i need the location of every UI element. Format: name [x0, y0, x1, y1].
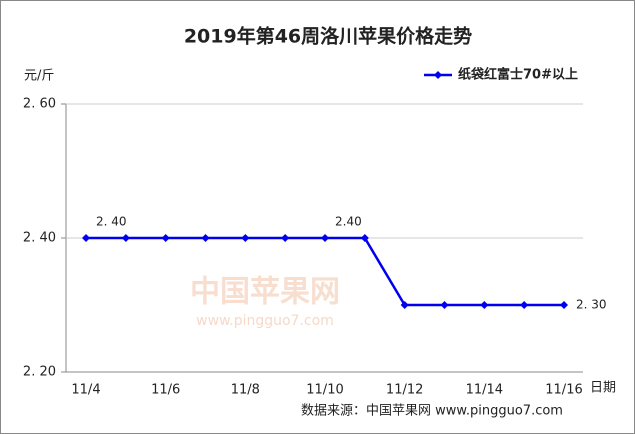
legend-marker	[434, 71, 442, 79]
marker	[201, 234, 210, 242]
marker	[480, 301, 489, 309]
marker	[82, 234, 90, 242]
y-tick-label: 2. 20	[23, 365, 56, 380]
legend-label: 纸袋红富士70#以上	[458, 67, 578, 83]
x-tick-label: 11/16	[545, 383, 582, 398]
data-label: 2. 40	[96, 215, 127, 229]
watermark: www.pingguo7.com	[196, 313, 334, 329]
y-tick-label: 2. 40	[23, 231, 56, 246]
marker	[241, 234, 250, 242]
x-tick-label: 11/4	[71, 383, 100, 398]
marker	[321, 234, 329, 242]
x-tick-label: 11/8	[231, 383, 260, 398]
x-tick-label: 11/6	[151, 383, 180, 398]
data-label: 2.40	[335, 215, 362, 229]
x-label: 日期	[590, 381, 616, 396]
y-label: 元/斤	[24, 69, 54, 84]
marker	[161, 234, 170, 242]
marker	[400, 301, 409, 309]
marker	[360, 234, 369, 242]
data-label: 2. 30	[576, 298, 607, 312]
marker	[121, 234, 130, 242]
marker	[281, 234, 290, 242]
x-tick-label: 11/14	[466, 383, 503, 398]
marker	[560, 301, 568, 309]
marker	[440, 301, 449, 309]
watermark: 中国苹果网	[190, 275, 340, 310]
y-tick-label: 2. 60	[23, 97, 56, 112]
marker	[520, 301, 529, 309]
chart-title: 2019年第46周洛川苹果价格走势	[184, 25, 472, 48]
x-tick-label: 11/12	[386, 383, 423, 398]
x-tick-label: 11/10	[306, 383, 343, 398]
source: 数据来源：中国苹果网 www.pingguo7.com	[301, 404, 563, 419]
